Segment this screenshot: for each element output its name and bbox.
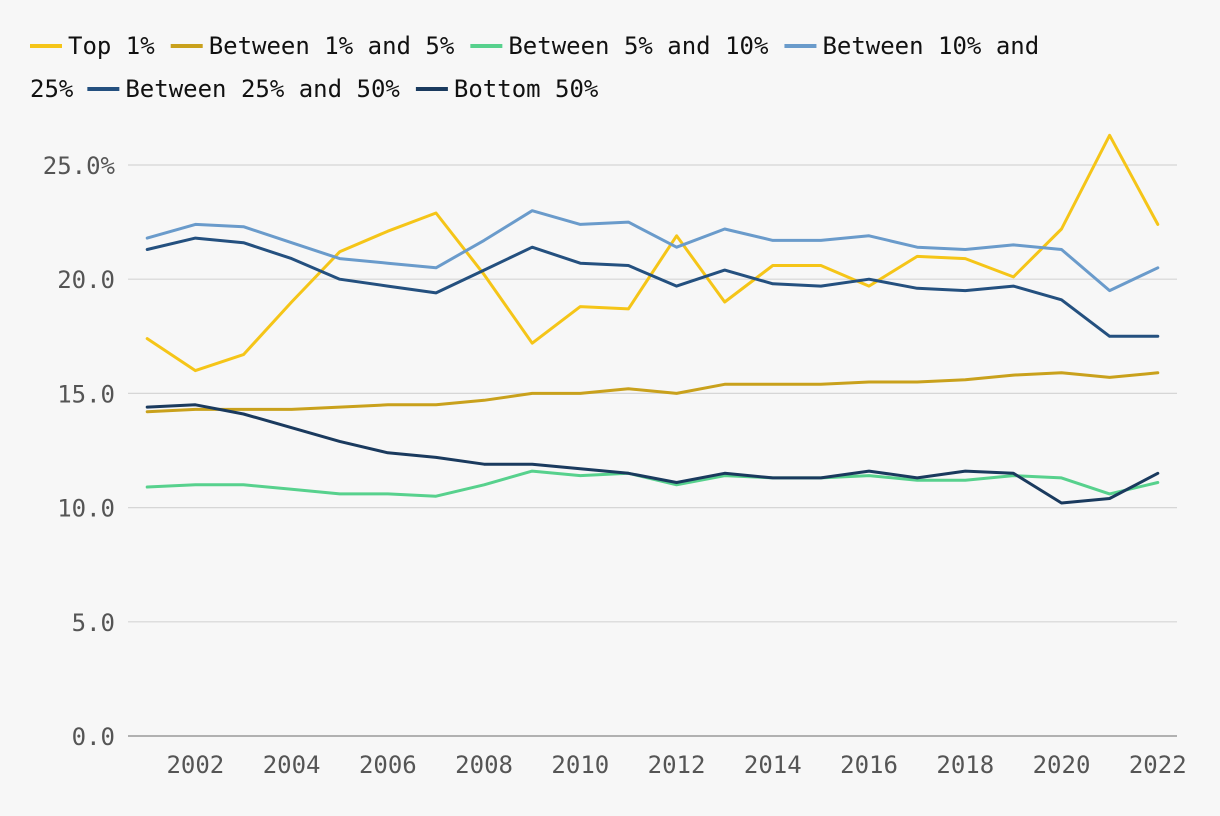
y-axis-ticks: 0.0 5.0 10.0 15.0 20.0 25.0% <box>43 152 116 751</box>
y-tick-label: 20.0 <box>57 266 115 294</box>
x-tick-label: 2008 <box>455 751 513 779</box>
series-line-4 <box>145 236 1160 338</box>
x-tick-label: 2002 <box>166 751 224 779</box>
legend-label: Top 1% <box>68 32 155 60</box>
legend-label: Between 25% and 50% <box>125 75 400 103</box>
y-tick-label: 15.0 <box>57 380 115 408</box>
series-line-0 <box>145 133 1160 373</box>
legend-item: Between 5% and 10% <box>470 32 769 60</box>
x-tick-label: 2004 <box>263 751 321 779</box>
legend: Top 1% Between 1% and 5% Between 5% and 10… <box>30 32 1039 103</box>
y-tick-label: 0.0 <box>72 723 115 751</box>
legend-item: Between 10% and 25% <box>30 32 1039 103</box>
legend-item: Top 1% <box>30 32 155 60</box>
legend-item: Between 1% and 5% <box>170 32 455 60</box>
x-tick-label: 2022 <box>1129 751 1187 779</box>
series-line-3 <box>145 209 1160 293</box>
legend-label: Between 1% and 5% <box>209 32 455 60</box>
legend-label: Bottom 50% <box>454 75 599 103</box>
legend-item: Between 25% and 50% <box>87 75 400 103</box>
x-axis-ticks: 2002 2004 2006 2008 2010 2012 2014 2016 2018 2020… <box>166 751 1186 779</box>
series-line-1 <box>145 371 1160 414</box>
x-tick-label: 2014 <box>744 751 802 779</box>
y-tick-label: 10.0 <box>57 495 115 523</box>
series-lines <box>145 133 1160 505</box>
legend-label: Between 5% and 10% <box>508 32 769 60</box>
legend-label: Between 10% and 25% <box>30 32 1039 103</box>
series-line-2 <box>145 469 1160 498</box>
series-line-5 <box>145 403 1160 505</box>
legend-item: Bottom 50% <box>415 75 599 103</box>
x-tick-label: 2006 <box>359 751 417 779</box>
gridlines <box>128 164 1177 737</box>
x-tick-label: 2010 <box>551 751 609 779</box>
y-tick-label: 25.0% <box>43 152 116 180</box>
x-tick-label: 2020 <box>1033 751 1091 779</box>
x-tick-label: 2016 <box>840 751 898 779</box>
x-tick-label: 2012 <box>648 751 706 779</box>
y-tick-label: 5.0 <box>72 609 115 637</box>
x-tick-label: 2018 <box>936 751 994 779</box>
